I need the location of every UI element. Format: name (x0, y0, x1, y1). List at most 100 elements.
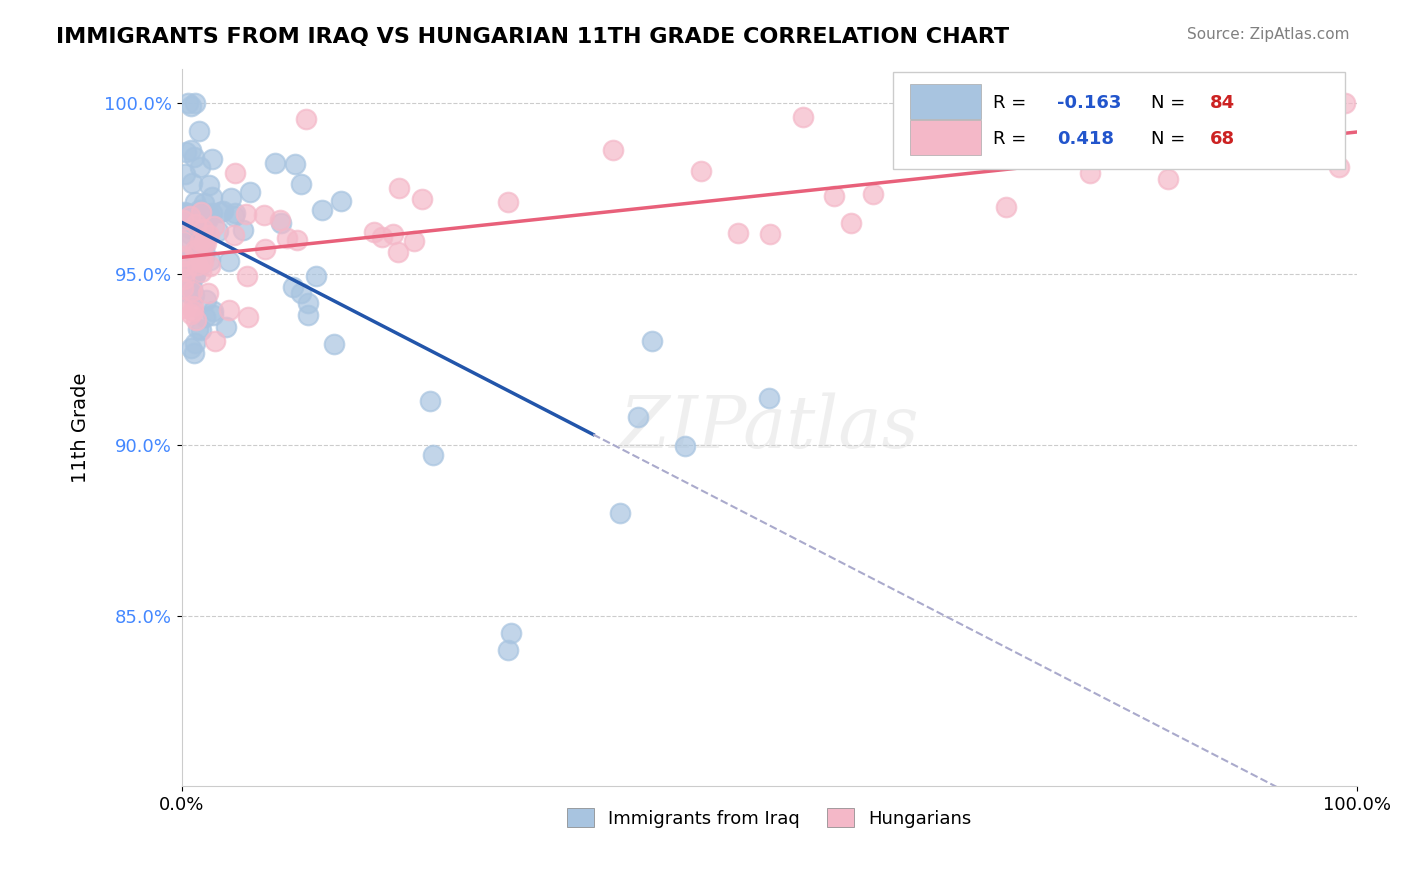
Point (263, 156, 285, 170)
Point (183, 346, 205, 360)
Point (184, 267, 207, 281)
Point (281, 280, 304, 294)
Point (194, 310, 217, 325)
Point (305, 268, 328, 283)
Point (183, 287, 205, 301)
Point (190, 323, 212, 337)
Point (323, 337, 346, 351)
Point (269, 212, 291, 227)
Point (201, 152, 224, 166)
Point (215, 320, 238, 334)
Point (183, 299, 205, 313)
Point (499, 625, 522, 640)
Point (218, 254, 240, 268)
Text: Source: ZipAtlas.com: Source: ZipAtlas.com (1187, 27, 1350, 42)
Point (179, 287, 201, 301)
Point (792, 111, 814, 125)
Text: 84: 84 (1211, 94, 1236, 112)
Point (193, 235, 215, 249)
Point (382, 227, 405, 241)
Legend: Immigrants from Iraq, Hungarians: Immigrants from Iraq, Hungarians (560, 801, 979, 835)
Point (727, 227, 749, 241)
Text: R =: R = (993, 94, 1032, 112)
Point (208, 205, 231, 219)
Point (184, 336, 207, 351)
FancyBboxPatch shape (893, 72, 1346, 169)
Point (193, 235, 215, 249)
Point (172, 280, 194, 294)
Point (179, 220, 201, 235)
Point (641, 334, 664, 348)
Text: 0.418: 0.418 (1057, 130, 1115, 148)
Point (862, 186, 884, 201)
Point (180, 143, 202, 157)
Point (187, 321, 209, 335)
Point (187, 206, 209, 220)
Point (823, 189, 845, 203)
Point (187, 203, 209, 218)
Point (172, 249, 194, 263)
Text: ZIPatlas: ZIPatlas (620, 392, 920, 463)
Point (184, 217, 207, 231)
Point (184, 248, 207, 262)
Point (218, 303, 240, 318)
Text: R =: R = (993, 130, 1032, 148)
Point (180, 284, 202, 298)
Point (371, 230, 394, 244)
Point (174, 264, 197, 278)
Point (172, 212, 194, 227)
Point (177, 95, 200, 110)
Point (184, 313, 207, 327)
Point (411, 192, 433, 206)
Point (270, 216, 292, 230)
Y-axis label: 11th Grade: 11th Grade (72, 372, 90, 483)
Point (994, 200, 1017, 214)
Point (188, 244, 211, 259)
Point (188, 234, 211, 248)
Point (173, 167, 195, 181)
Point (184, 243, 207, 257)
Point (180, 342, 202, 356)
Point (172, 234, 194, 248)
Point (363, 225, 385, 239)
Point (422, 448, 444, 462)
Text: IMMIGRANTS FROM IRAQ VS HUNGARIAN 11TH GRADE CORRELATION CHART: IMMIGRANTS FROM IRAQ VS HUNGARIAN 11TH G… (56, 27, 1010, 46)
Point (387, 245, 409, 260)
Point (180, 99, 202, 113)
Point (284, 157, 307, 171)
Point (194, 293, 217, 307)
Point (186, 242, 208, 256)
Point (197, 211, 219, 226)
Point (186, 215, 208, 229)
Point (419, 393, 441, 408)
Point (193, 255, 215, 269)
Point (311, 202, 333, 217)
Point (190, 259, 212, 273)
Point (198, 259, 221, 273)
Text: 68: 68 (1211, 130, 1236, 148)
Point (404, 234, 426, 248)
Point (188, 160, 211, 174)
Point (181, 304, 204, 318)
Point (201, 190, 224, 204)
Point (496, 195, 519, 210)
Point (689, 164, 711, 178)
Point (173, 272, 195, 286)
Point (173, 260, 195, 274)
Point (1157, 148, 1180, 162)
Point (224, 206, 246, 220)
Point (329, 194, 352, 209)
Point (254, 242, 277, 256)
Point (173, 237, 195, 252)
Point (190, 204, 212, 219)
Point (201, 206, 224, 220)
Point (224, 227, 246, 242)
Point (496, 642, 519, 657)
Point (207, 224, 229, 238)
Point (190, 255, 212, 269)
Point (201, 304, 224, 318)
Point (193, 249, 215, 263)
Point (180, 307, 202, 321)
Point (602, 143, 624, 157)
Point (626, 410, 648, 425)
